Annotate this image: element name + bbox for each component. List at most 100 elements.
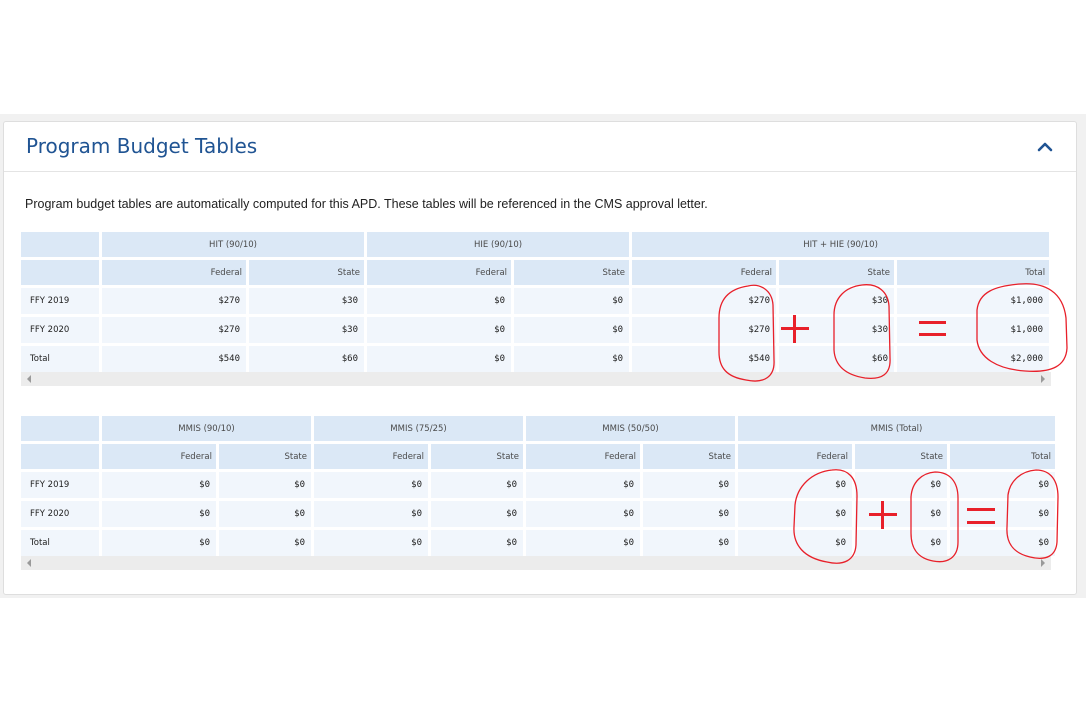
column-header: Federal [314,444,428,469]
scroll-right-icon[interactable] [1041,375,1045,383]
budget-table-hit-hie: HIT (90/10) HIE (90/10) HIT + HIE (90/10… [21,229,1051,386]
table-cell: $0 [526,530,640,556]
column-header: State [779,260,895,285]
group-header: MMIS (50/50) [526,416,735,441]
row-label: FFY 2019 [21,472,99,498]
scroll-right-icon[interactable] [1041,559,1045,567]
group-header: HIT + HIE (90/10) [632,232,1050,257]
table-cell: $30 [249,288,365,314]
column-header: Federal [102,444,216,469]
table-cell: $0 [219,530,311,556]
row-label: FFY 2019 [21,288,99,314]
table-row: FFY 2020 $270 $30 $0 $0 $270 $30 $1,000 [21,317,1050,343]
table-row: FFY 2019 $0 $0 $0 $0 $0 $0 $0 $0 $0 [21,472,1055,498]
panel-header[interactable]: Program Budget Tables [4,122,1076,172]
table-cell: $0 [643,530,735,556]
table-cell: $0 [738,472,852,498]
column-header: Total [950,444,1055,469]
table-cell: $1,000 [897,288,1050,314]
table-cell: $30 [779,288,895,314]
table-cell: $0 [643,472,735,498]
column-header: State [219,444,311,469]
column-header: Federal [102,260,246,285]
column-header: State [855,444,947,469]
column-header: State [514,260,630,285]
table-cell: $0 [643,501,735,527]
table-cell: $270 [632,317,777,343]
table-cell: $0 [219,472,311,498]
table-cell: $0 [102,472,216,498]
table-cell: $0 [514,317,630,343]
table-cell: $0 [514,346,630,372]
table-cell: $0 [950,472,1055,498]
row-label: FFY 2020 [21,501,99,527]
table-row: FFY 2019 $270 $30 $0 $0 $270 $30 $1,000 [21,288,1050,314]
table-cell: $270 [102,317,246,343]
table-cell: $0 [219,501,311,527]
table-cell: $270 [102,288,246,314]
table-cell: $1,000 [897,317,1050,343]
table-cell: $0 [367,288,512,314]
group-header: MMIS (Total) [738,416,1055,441]
group-header: MMIS (90/10) [102,416,311,441]
row-label: Total [21,530,99,556]
table-cell: $270 [632,288,777,314]
table-cell: $0 [526,472,640,498]
column-header: Federal [526,444,640,469]
table-cell: $30 [779,317,895,343]
panel-description: Program budget tables are automatically … [25,197,708,211]
table-cell: $60 [249,346,365,372]
table-cell: $0 [738,501,852,527]
table-cell: $0 [738,530,852,556]
table-cell: $60 [779,346,895,372]
budget-table-mmis: MMIS (90/10) MMIS (75/25) MMIS (50/50) M… [21,413,1055,570]
table-cell: $0 [950,501,1055,527]
table-cell: $0 [855,530,947,556]
group-header: HIT (90/10) [102,232,365,257]
table-cell: $0 [314,501,428,527]
corner-cell [21,232,99,257]
table-row: Total $540 $60 $0 $0 $540 $60 $2,000 [21,346,1050,372]
table-cell: $0 [367,317,512,343]
table-cell: $0 [314,472,428,498]
column-header: Federal [738,444,852,469]
column-header: Federal [367,260,512,285]
column-header: Federal [632,260,777,285]
group-header: HIE (90/10) [367,232,630,257]
table-row: Total $0 $0 $0 $0 $0 $0 $0 $0 $0 [21,530,1055,556]
corner-cell [21,416,99,441]
corner-cell [21,444,99,469]
group-header: MMIS (75/25) [314,416,523,441]
table-cell: $0 [102,501,216,527]
scroll-left-icon[interactable] [27,375,31,383]
corner-cell [21,260,99,285]
table-cell: $0 [431,501,523,527]
column-header: Total [897,260,1050,285]
table-cell: $0 [367,346,512,372]
table-cell: $0 [431,530,523,556]
table-cell: $30 [249,317,365,343]
panel-title: Program Budget Tables [26,134,258,158]
table-cell: $0 [855,501,947,527]
table-cell: $0 [514,288,630,314]
mmis-table: MMIS (90/10) MMIS (75/25) MMIS (50/50) M… [18,413,1058,559]
table-cell: $0 [855,472,947,498]
row-label: Total [21,346,99,372]
scroll-left-icon[interactable] [27,559,31,567]
table-cell: $0 [526,501,640,527]
table-cell: $0 [102,530,216,556]
chevron-up-icon[interactable] [1036,138,1054,156]
table-cell: $540 [102,346,246,372]
table-cell: $2,000 [897,346,1050,372]
horizontal-scrollbar[interactable] [21,556,1051,570]
column-header: State [249,260,365,285]
column-header: State [643,444,735,469]
hit-hie-table: HIT (90/10) HIE (90/10) HIT + HIE (90/10… [18,229,1052,375]
table-cell: $0 [314,530,428,556]
table-row: FFY 2020 $0 $0 $0 $0 $0 $0 $0 $0 $0 [21,501,1055,527]
table-cell: $540 [632,346,777,372]
horizontal-scrollbar[interactable] [21,372,1051,386]
table-cell: $0 [950,530,1055,556]
table-cell: $0 [431,472,523,498]
row-label: FFY 2020 [21,317,99,343]
